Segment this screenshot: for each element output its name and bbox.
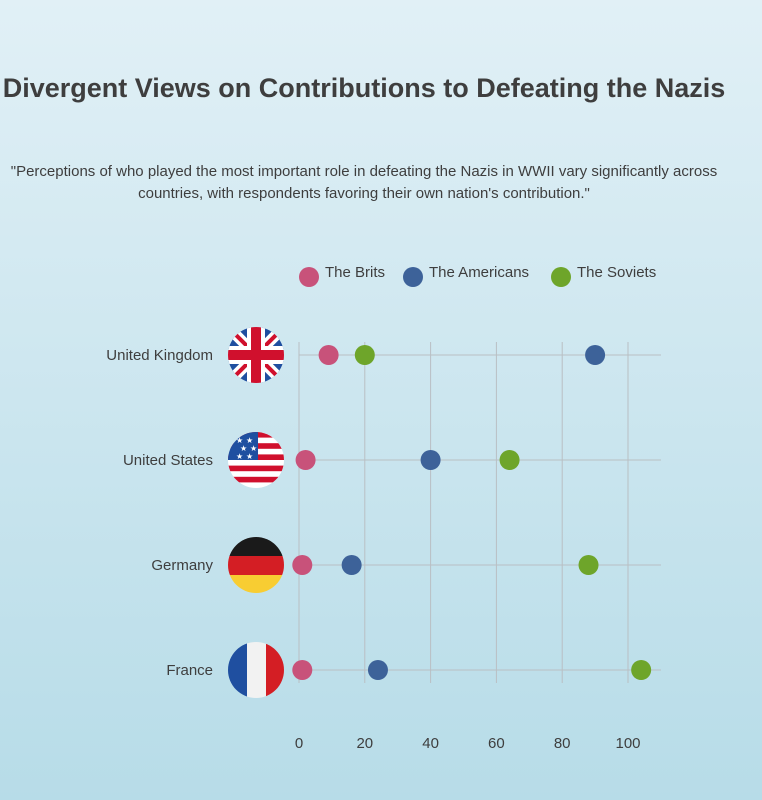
legend-marker-soviets: [551, 267, 571, 287]
data-point-brits: [292, 660, 313, 680]
category-label: France: [166, 662, 213, 679]
data-point-americans: [367, 660, 388, 680]
svg-text:★: ★: [246, 452, 253, 461]
data-point-brits: [318, 345, 339, 365]
x-axis-ticks: 0 20 40 60 80 100: [295, 735, 641, 752]
category-label: United Kingdom: [106, 347, 213, 364]
data-point-soviets: [631, 660, 652, 680]
svg-text:★: ★: [236, 452, 243, 461]
flags: ★ ★ ★ ★ ★ ★: [228, 327, 284, 698]
x-tick-label: 20: [356, 735, 373, 752]
data-point-americans: [420, 450, 441, 470]
data-point-brits: [295, 450, 316, 470]
data-point-soviets: [499, 450, 520, 470]
x-tick-label: 100: [615, 735, 640, 752]
grid-lines: [298, 342, 661, 683]
legend-label: The Soviets: [577, 264, 656, 281]
data-point-soviets: [578, 555, 599, 575]
legend-label: The Brits: [325, 264, 385, 281]
svg-text:★: ★: [250, 444, 257, 453]
legend-marker-brits: [299, 267, 319, 287]
germany-flag-icon: [228, 537, 284, 593]
x-tick-label: 0: [295, 735, 303, 752]
data-point-americans: [341, 555, 362, 575]
category-label: Germany: [151, 557, 213, 574]
data-point-brits: [292, 555, 313, 575]
us-flag-icon: ★ ★ ★ ★ ★ ★: [228, 432, 284, 488]
legend-label: The Americans: [429, 264, 529, 281]
uk-flag-icon: [228, 327, 284, 383]
category-label: United States: [123, 452, 213, 469]
x-tick-label: 60: [488, 735, 505, 752]
data-point-americans: [585, 345, 606, 365]
x-tick-label: 80: [554, 735, 571, 752]
svg-text:★: ★: [246, 436, 253, 445]
svg-text:★: ★: [240, 444, 247, 453]
svg-text:★: ★: [236, 436, 243, 445]
legend-marker-americans: [403, 267, 423, 287]
chart-title: Divergent Views on Contributions to Defe…: [2, 73, 726, 103]
x-tick-label: 40: [422, 735, 439, 752]
data-point-soviets: [354, 345, 375, 365]
data-points: [292, 345, 652, 680]
category-labels: United Kingdom United States Germany France: [106, 347, 213, 679]
france-flag-icon: [228, 642, 284, 698]
legend: The Brits The Americans The Soviets: [299, 264, 656, 287]
chart-subtitle: "Perceptions of who played the most impo…: [10, 163, 718, 202]
